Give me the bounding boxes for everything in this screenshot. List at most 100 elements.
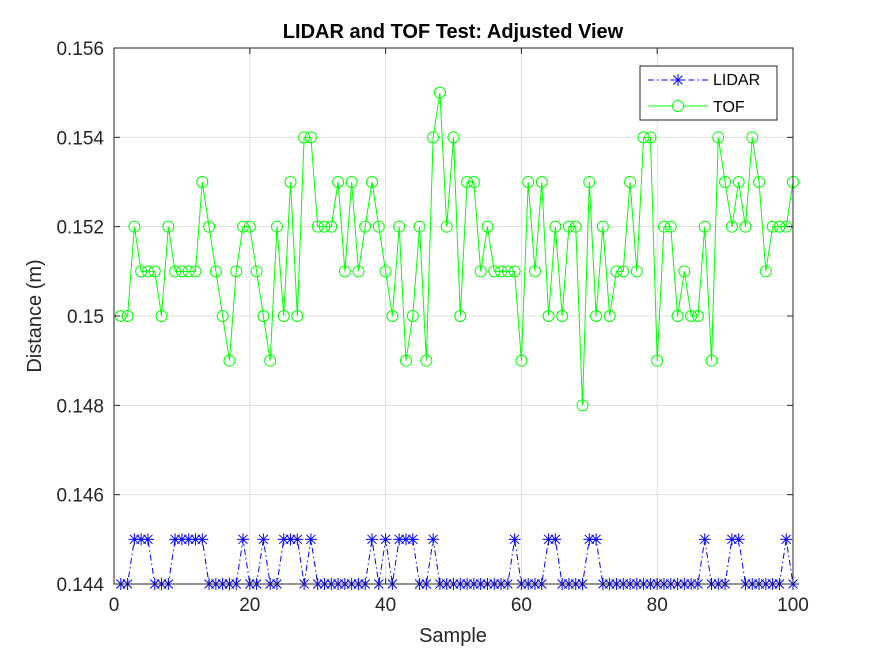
data-point-tof xyxy=(474,265,487,278)
data-point-tof xyxy=(393,220,406,233)
data-point-tof xyxy=(270,220,283,233)
data-point-tof xyxy=(318,220,331,233)
y-tick-label: 0.152 xyxy=(56,218,104,239)
data-point-tof xyxy=(257,310,270,322)
data-point-tof xyxy=(169,265,182,278)
data-point-tof xyxy=(413,220,426,233)
data-point-tof xyxy=(637,131,650,144)
legend-label-lidar: LIDAR xyxy=(713,72,760,89)
data-point-tof xyxy=(250,265,263,278)
data-point-tof xyxy=(399,354,412,367)
data-point-lidar xyxy=(291,533,304,546)
data-point-tof xyxy=(549,220,562,233)
data-point-tof xyxy=(155,310,168,322)
data-point-tof xyxy=(352,265,365,278)
y-tick-label: 0.156 xyxy=(56,39,104,60)
data-point-tof xyxy=(596,220,609,233)
data-point-tof xyxy=(386,310,399,322)
x-tick-label: 0 xyxy=(109,595,120,616)
series-line-tof xyxy=(120,92,794,406)
data-point-tof xyxy=(366,176,379,188)
data-point-tof xyxy=(508,265,521,278)
data-point-lidar xyxy=(508,533,521,546)
data-point-lidar xyxy=(141,533,154,546)
chart-title: LIDAR and TOF Test: Adjusted View xyxy=(283,21,624,43)
series-tof xyxy=(114,86,799,412)
data-point-lidar xyxy=(128,533,141,546)
data-point-tof xyxy=(121,310,134,322)
data-point-lidar xyxy=(379,533,392,546)
data-point-tof xyxy=(291,310,304,322)
data-point-lidar xyxy=(135,533,148,546)
data-point-tof xyxy=(406,310,419,322)
y-tick-label: 0.146 xyxy=(56,486,104,507)
legend: LIDAR TOF xyxy=(639,65,778,121)
data-point-tof xyxy=(759,265,772,278)
y-tick-label: 0.154 xyxy=(56,128,104,149)
data-point-lidar xyxy=(698,533,711,546)
legend-label-tof: TOF xyxy=(713,99,745,116)
data-point-tof xyxy=(162,220,175,233)
data-point-tof xyxy=(705,354,718,367)
data-point-lidar xyxy=(277,533,290,546)
data-point-tof xyxy=(590,310,603,322)
data-point-lidar xyxy=(175,533,188,546)
data-point-tof xyxy=(610,265,623,278)
x-tick-label: 100 xyxy=(777,595,809,616)
data-point-tof xyxy=(454,310,467,322)
data-point-lidar xyxy=(542,533,555,546)
data-point-tof xyxy=(196,176,209,188)
data-point-tof xyxy=(766,220,779,233)
legend-marker-tof xyxy=(672,100,684,112)
data-point-tof xyxy=(515,354,528,367)
data-point-lidar xyxy=(304,533,317,546)
data-point-tof xyxy=(542,310,555,322)
y-tick-labels: 0.144 0.146 0.148 0.15 0.152 0.154 0.156 xyxy=(56,39,104,596)
data-point-tof xyxy=(678,265,691,278)
data-point-tof xyxy=(237,220,250,233)
x-tick-label: 60 xyxy=(511,595,532,616)
data-point-lidar xyxy=(257,533,270,546)
data-point-tof xyxy=(617,265,630,278)
data-point-tof xyxy=(467,176,480,188)
y-tick-label: 0.148 xyxy=(56,396,104,417)
data-point-tof xyxy=(719,176,732,188)
data-point-tof xyxy=(556,310,569,322)
data-point-tof xyxy=(461,176,474,188)
data-point-tof xyxy=(576,399,589,412)
data-point-tof xyxy=(277,310,290,322)
data-point-tof xyxy=(535,176,548,188)
data-point-tof xyxy=(664,220,677,233)
data-point-tof xyxy=(671,310,684,322)
legend-symbols xyxy=(648,74,708,112)
tick-marks xyxy=(113,47,794,585)
data-point-tof xyxy=(522,176,535,188)
data-point-tof xyxy=(148,265,161,278)
data-point-tof xyxy=(440,220,453,233)
data-point-tof xyxy=(264,354,277,367)
data-point-tof xyxy=(216,310,229,322)
data-point-tof xyxy=(712,131,725,144)
data-point-tof xyxy=(569,220,582,233)
data-point-tof xyxy=(651,354,664,367)
data-point-tof xyxy=(495,265,508,278)
data-point-tof xyxy=(338,265,351,278)
data-point-tof xyxy=(501,265,514,278)
data-point-tof xyxy=(223,354,236,367)
data-point-lidar xyxy=(549,533,562,546)
data-point-tof xyxy=(182,265,195,278)
data-point-tof xyxy=(230,265,243,278)
data-point-tof xyxy=(345,176,358,188)
x-axis-label: Sample xyxy=(419,625,487,647)
data-point-tof xyxy=(739,220,752,233)
data-point-tof xyxy=(311,220,324,233)
data-point-tof xyxy=(325,220,338,233)
data-point-tof xyxy=(562,220,575,233)
data-point-tof xyxy=(488,265,501,278)
y-tick-label: 0.15 xyxy=(67,307,104,328)
data-point-lidar xyxy=(196,533,209,546)
legend-marker-lidar xyxy=(672,74,684,86)
x-tick-label: 80 xyxy=(647,595,668,616)
data-point-tof xyxy=(624,176,637,188)
